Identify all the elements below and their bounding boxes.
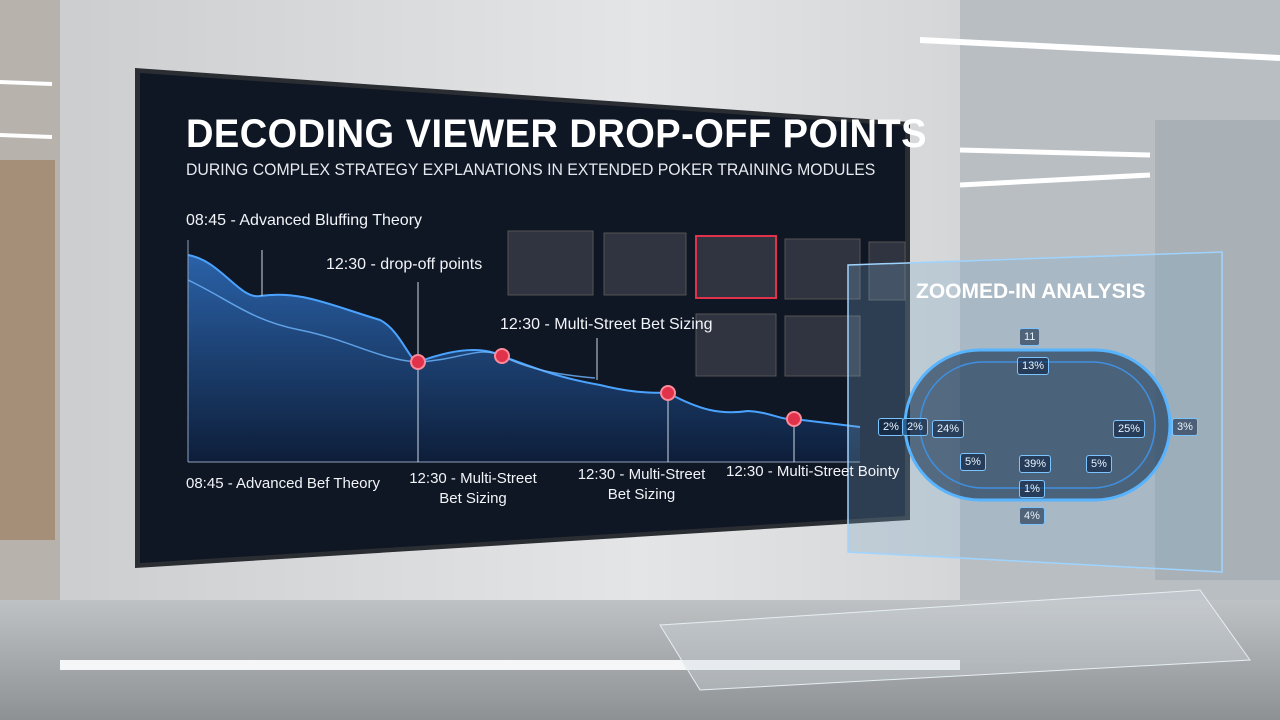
screen-title: DECODING VIEWER DROP-OFF POINTS bbox=[186, 112, 927, 156]
annotation: 12:30 - drop-off points bbox=[326, 256, 483, 273]
panel-label: 2% bbox=[902, 418, 928, 436]
timeline-label: 12:30 - Multi-Street Bet Sizing bbox=[409, 470, 537, 508]
panel-label: 25% bbox=[1113, 420, 1146, 438]
screen-subtitle: DURING COMPLEX STRATEGY EXPLANATIONS IN … bbox=[186, 160, 876, 179]
panel-label: 4% bbox=[1019, 507, 1045, 525]
panel-label: 13% bbox=[1017, 357, 1050, 375]
timeline-label: 12:30 - Multi-Street Bet Sizing bbox=[577, 466, 706, 504]
annotation: 12:30 - Multi-Street Bet Sizing bbox=[500, 316, 713, 333]
annotation: 08:45 - Advanced Bluffing Theory bbox=[186, 212, 423, 229]
panel-label: 11 bbox=[1019, 328, 1041, 346]
panel-label: 5% bbox=[960, 453, 986, 471]
panel-label: 39% bbox=[1019, 455, 1052, 473]
panel-label: 3% bbox=[1172, 418, 1198, 436]
timeline-label: 12:30 - Multi-Street Bointy bbox=[726, 463, 900, 480]
panel-label: 2% bbox=[878, 418, 904, 436]
panel-label: 24% bbox=[932, 420, 965, 438]
timeline-label: 08:45 - Advanced Bef Theory bbox=[186, 475, 381, 492]
panel-title: ZOOMED-IN ANALYSIS bbox=[916, 280, 1146, 303]
panel-label: 5% bbox=[1086, 455, 1112, 473]
panel-label: 1% bbox=[1019, 480, 1045, 498]
